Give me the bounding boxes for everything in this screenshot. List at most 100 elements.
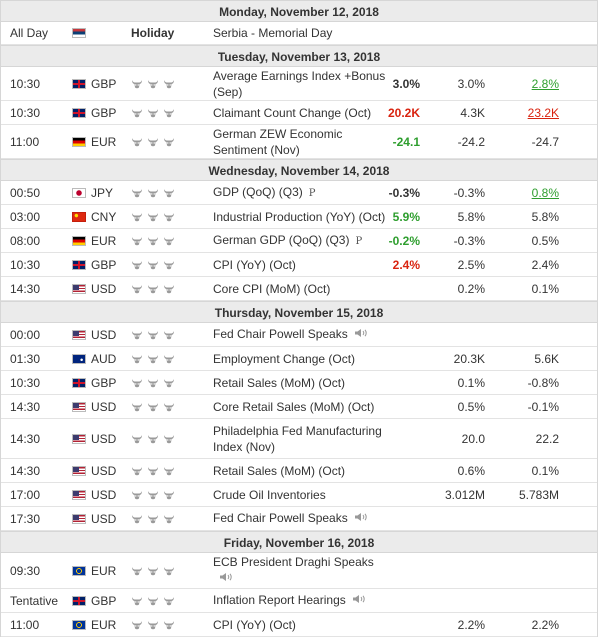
forecast-value: 2.2% bbox=[457, 617, 485, 632]
importance bbox=[131, 205, 175, 228]
event-name-text[interactable]: Claimant Count Change (Oct) bbox=[213, 105, 372, 120]
importance bbox=[131, 323, 175, 346]
event-row[interactable]: 11:00 EUR CPI (YoY) (Oct) 2.2% 2.2% bbox=[1, 613, 597, 637]
currency-code: GBP bbox=[91, 593, 117, 608]
event-row[interactable]: 01:30 AUD Employment Change (Oct) 20.3K 5.6K bbox=[1, 347, 597, 371]
previous-value[interactable]: 23.2K bbox=[527, 105, 559, 120]
event-name-text[interactable]: Fed Chair Powell Speaks bbox=[213, 326, 348, 341]
flag-cell bbox=[72, 101, 86, 124]
event-name-text[interactable]: Industrial Production (YoY) (Oct) bbox=[213, 209, 386, 224]
event-name[interactable]: Fed Chair Powell Speaks bbox=[213, 507, 391, 530]
previous-value: 5.6K bbox=[534, 351, 559, 366]
event-name[interactable]: Claimant Count Change (Oct) bbox=[213, 101, 391, 124]
flag-icon-gb bbox=[72, 78, 86, 89]
previous-value[interactable]: 2.8% bbox=[531, 76, 559, 91]
event-name[interactable]: Average Earnings Index +Bonus (Sep) bbox=[213, 67, 391, 100]
event-time: 03:00 bbox=[10, 209, 41, 224]
previous-value: 5.783M bbox=[518, 487, 559, 502]
event-name-text[interactable]: Retail Sales (MoM) (Oct) bbox=[213, 375, 346, 390]
event-name-text[interactable]: Philadelphia Fed Manufacturing Index (No… bbox=[213, 423, 382, 454]
event-name[interactable]: Employment Change (Oct) bbox=[213, 347, 391, 370]
bull-icon bbox=[164, 212, 174, 221]
event-name-text[interactable]: Inflation Report Hearings bbox=[213, 592, 346, 607]
previous-value[interactable]: 0.8% bbox=[531, 185, 559, 200]
event-row[interactable]: 00:50 JPY GDP (QoQ) (Q3) P -0.3% -0.3% 0.8% bbox=[1, 181, 597, 205]
event-row[interactable]: 10:30 GBP Average Earnings Index +Bonus (S… bbox=[1, 67, 597, 101]
event-name[interactable]: CPI (YoY) (Oct) bbox=[213, 613, 391, 636]
bull-icon bbox=[132, 514, 142, 523]
event-name-text[interactable]: GDP (QoQ) (Q3) bbox=[213, 184, 303, 199]
bull-icon bbox=[132, 490, 142, 499]
previous-value: 2.2% bbox=[531, 617, 559, 632]
event-time: 14:30 bbox=[10, 399, 41, 414]
event-time: 10:30 bbox=[10, 375, 41, 390]
event-name-text[interactable]: German GDP (QoQ) (Q3) bbox=[213, 232, 350, 247]
event-row[interactable]: 09:30 EUR ECB President Draghi Speaks bbox=[1, 553, 597, 589]
event-name-text[interactable]: Core Retail Sales (MoM) (Oct) bbox=[213, 399, 375, 414]
event-row[interactable]: 14:30 USD Core Retail Sales (MoM) (Oct) 0.5… bbox=[1, 395, 597, 419]
bull-icon bbox=[164, 620, 174, 629]
forecast-value: -0.3% bbox=[453, 233, 485, 248]
event-row[interactable]: 14:30 USD Core CPI (MoM) (Oct) 0.2% 0.1% bbox=[1, 277, 597, 301]
event-name[interactable]: Retail Sales (MoM) (Oct) bbox=[213, 459, 391, 482]
bull-icon bbox=[164, 354, 174, 363]
event-row[interactable]: Tentative GBP Inflation Report Hearings bbox=[1, 589, 597, 613]
event-row[interactable]: 17:30 USD Fed Chair Powell Speaks bbox=[1, 507, 597, 531]
event-name[interactable]: CPI (YoY) (Oct) bbox=[213, 253, 391, 276]
bull-icon bbox=[132, 188, 142, 197]
event-row[interactable]: 11:00 EUR German ZEW Economic Sentiment (N… bbox=[1, 125, 597, 159]
bull-icon bbox=[132, 260, 142, 269]
event-name[interactable]: Retail Sales (MoM) (Oct) bbox=[213, 371, 391, 394]
preliminary-mark: P bbox=[355, 235, 363, 247]
importance bbox=[131, 589, 175, 612]
bull-icon bbox=[164, 466, 174, 475]
event-name-text[interactable]: German ZEW Economic Sentiment (Nov) bbox=[213, 126, 343, 157]
flag-icon-eu bbox=[72, 619, 86, 630]
flag-cell bbox=[72, 22, 86, 44]
event-name-text[interactable]: Retail Sales (MoM) (Oct) bbox=[213, 463, 346, 478]
holiday-name[interactable]: Serbia - Memorial Day bbox=[213, 26, 333, 40]
event-row[interactable]: 03:00 CNY Industrial Production (YoY) (Oct… bbox=[1, 205, 597, 229]
event-name-text[interactable]: Core CPI (MoM) (Oct) bbox=[213, 281, 331, 296]
event-row[interactable]: 10:30 GBP CPI (YoY) (Oct) 2.4% 2.5% 2.4% bbox=[1, 253, 597, 277]
event-name-text[interactable]: CPI (YoY) (Oct) bbox=[213, 257, 296, 272]
event-row[interactable]: 08:00 EUR German GDP (QoQ) (Q3) P -0.2% -0.3%… bbox=[1, 229, 597, 253]
event-name[interactable]: Philadelphia Fed Manufacturing Index (No… bbox=[213, 419, 391, 458]
event-name[interactable]: German ZEW Economic Sentiment (Nov) bbox=[213, 125, 391, 158]
flag-icon-cn bbox=[72, 211, 86, 222]
event-name[interactable]: Industrial Production (YoY) (Oct) bbox=[213, 205, 391, 228]
event-name-text[interactable]: Employment Change (Oct) bbox=[213, 351, 356, 366]
event-name[interactable]: Core CPI (MoM) (Oct) bbox=[213, 277, 391, 300]
event-row[interactable]: 10:30 GBP Claimant Count Change (Oct) 20.2K… bbox=[1, 101, 597, 125]
event-name[interactable]: Core Retail Sales (MoM) (Oct) bbox=[213, 395, 391, 418]
forecast-value: 5.8% bbox=[457, 209, 485, 224]
event-row[interactable]: 00:00 USD Fed Chair Powell Speaks bbox=[1, 323, 597, 347]
event-name[interactable]: German GDP (QoQ) (Q3) P bbox=[213, 229, 391, 252]
event-name-text[interactable]: ECB President Draghi Speaks bbox=[213, 554, 374, 569]
flag-cell bbox=[72, 125, 86, 158]
bull-icon bbox=[164, 490, 174, 499]
event-row[interactable]: 10:30 GBP Retail Sales (MoM) (Oct) 0.1% -0.8… bbox=[1, 371, 597, 395]
flag-icon-eu bbox=[72, 565, 86, 576]
event-name[interactable]: Fed Chair Powell Speaks bbox=[213, 323, 391, 346]
event-name[interactable]: GDP (QoQ) (Q3) P bbox=[213, 181, 391, 204]
day-header: Wednesday, November 14, 2018 bbox=[1, 159, 597, 181]
event-name[interactable]: ECB President Draghi Speaks bbox=[213, 553, 391, 588]
event-name-text[interactable]: Crude Oil Inventories bbox=[213, 487, 326, 502]
event-name[interactable]: Crude Oil Inventories bbox=[213, 483, 391, 506]
event-row[interactable]: 17:00 USD Crude Oil Inventories 3.012M 5.783… bbox=[1, 483, 597, 507]
event-name-text[interactable]: Average Earnings Index +Bonus (Sep) bbox=[213, 68, 386, 99]
event-row[interactable]: 14:30 USD Retail Sales (MoM) (Oct) 0.6% 0.1% bbox=[1, 459, 597, 483]
forecast-value: 20.3K bbox=[453, 351, 485, 366]
forecast-value: 0.1% bbox=[457, 375, 485, 390]
event-name[interactable]: Inflation Report Hearings bbox=[213, 589, 391, 612]
event-time: 10:30 bbox=[10, 257, 41, 272]
actual-value: 3.0% bbox=[392, 76, 420, 91]
event-row[interactable]: 14:30 USD Philadelphia Fed Manufacturing I… bbox=[1, 419, 597, 459]
event-name-text[interactable]: Fed Chair Powell Speaks bbox=[213, 510, 348, 525]
event-name-text[interactable]: CPI (YoY) (Oct) bbox=[213, 617, 296, 632]
event-time: 00:00 bbox=[10, 327, 41, 342]
importance bbox=[131, 347, 175, 370]
flag-icon-gb bbox=[72, 595, 86, 606]
event-row[interactable]: All Day Holiday Serbia - Memorial Day bbox=[1, 22, 597, 45]
